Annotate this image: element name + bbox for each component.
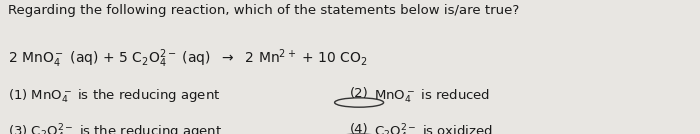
Text: (3) C$_2$O$_4^{2-}$ is the reducing agent: (3) C$_2$O$_4^{2-}$ is the reducing agen…: [8, 123, 223, 134]
Text: (4): (4): [350, 123, 369, 134]
Text: C$_2$O$_4^{2-}$ is oxidized: C$_2$O$_4^{2-}$ is oxidized: [374, 123, 493, 134]
Text: (2): (2): [350, 87, 369, 100]
Text: (1) MnO$_4^-$ is the reducing agent: (1) MnO$_4^-$ is the reducing agent: [8, 87, 221, 105]
Text: 2 MnO$_4^-$ (aq) + 5 C$_2$O$_4^{2-}$ (aq)  $\rightarrow$  2 Mn$^{2+}$ + 10 CO$_2: 2 MnO$_4^-$ (aq) + 5 C$_2$O$_4^{2-}$ (aq…: [8, 47, 368, 70]
Text: Regarding the following reaction, which of the statements below is/are true?: Regarding the following reaction, which …: [8, 4, 519, 17]
Text: MnO$_4^-$ is reduced: MnO$_4^-$ is reduced: [374, 87, 491, 105]
